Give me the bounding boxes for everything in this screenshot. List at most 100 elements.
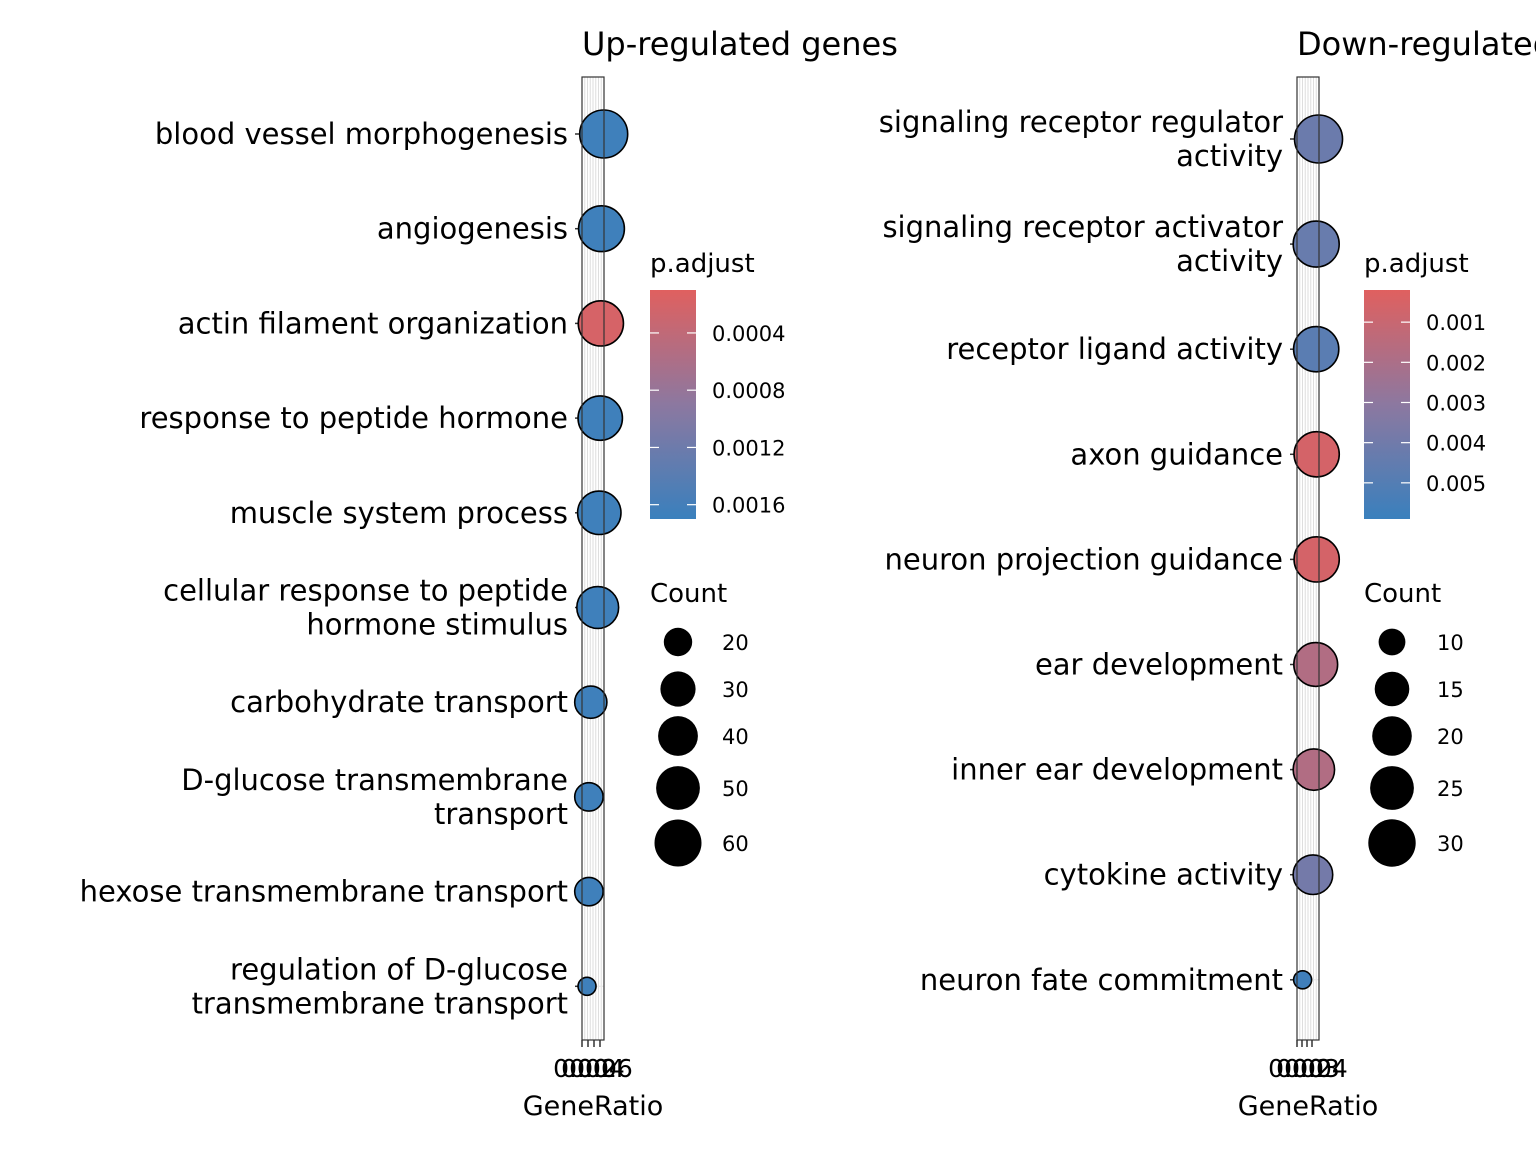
x-tick-label: 0.04 — [1292, 1054, 1348, 1083]
data-point — [1292, 854, 1334, 896]
size-legend-label: 25 — [1437, 777, 1464, 801]
y-tick-label-line: activity — [1176, 139, 1283, 173]
data-point — [573, 781, 604, 812]
y-tick-label: blood vessel morphogenesis — [155, 117, 568, 151]
x-tick-label: 0.03 — [1284, 1054, 1340, 1083]
data-point — [1293, 641, 1339, 688]
y-tick-label: receptor ligand activity — [946, 332, 1283, 366]
size-legend-key — [654, 819, 702, 867]
color-bar-tick-label: 0.0008 — [712, 379, 785, 403]
y-tick-label: angiogenesis — [377, 212, 568, 246]
size-legend-key — [1370, 766, 1414, 810]
y-tick-label-line: receptor ligand activity — [946, 332, 1283, 366]
y-tick-label-line: actin filament organization — [178, 306, 568, 340]
x-axis-label: GeneRatio — [1238, 1091, 1379, 1122]
y-tick-label-line: regulation of D-glucose — [230, 952, 568, 986]
data-point — [1293, 536, 1341, 583]
size-legend-title: Count — [650, 579, 727, 609]
size-legend-key — [656, 766, 700, 810]
y-tick-label-line: cytokine activity — [1044, 858, 1283, 892]
data-point — [1292, 969, 1313, 990]
y-tick-label: ear development — [1035, 648, 1283, 682]
panel-title: Up-regulated genes — [582, 25, 898, 63]
y-tick-label-line: response to peptide hormone — [139, 401, 568, 435]
size-legend-key — [1372, 716, 1412, 756]
data-point — [577, 205, 626, 253]
size-legend-label: 20 — [1437, 725, 1464, 749]
size-legend-label: 50 — [722, 777, 749, 801]
y-tick-label-line: inner ear development — [951, 753, 1283, 787]
color-bar-tick-label: 0.004 — [1426, 432, 1486, 456]
color-bar-tick-label: 0.0012 — [712, 436, 785, 460]
x-axis-label: GeneRatio — [523, 1091, 664, 1122]
panel-up-regulated: Up-regulated genes GeneRatio p.adjust Co… — [80, 25, 898, 1122]
data-point — [577, 976, 597, 997]
y-tick-label-line: angiogenesis — [377, 212, 568, 246]
size-legend-label: 60 — [722, 832, 749, 856]
size-legend-key — [658, 716, 698, 756]
data-point — [573, 876, 604, 907]
data-point — [573, 685, 608, 720]
y-tick-label-line: axon guidance — [1070, 437, 1283, 471]
y-tick-label-line: carbohydrate transport — [230, 685, 568, 719]
size-legend-label: 20 — [722, 631, 749, 655]
plot-border — [581, 76, 605, 1041]
y-tick-label: carbohydrate transport — [230, 685, 568, 719]
y-tick-label: cytokine activity — [1044, 858, 1283, 892]
y-tick-label-line: cellular response to peptide — [163, 574, 568, 608]
color-legend-title: p.adjust — [650, 249, 755, 279]
size-legend-key — [1378, 628, 1406, 656]
size-legend-label: 10 — [1437, 631, 1464, 655]
data-point — [1292, 748, 1336, 792]
data-point — [1293, 430, 1341, 478]
size-legend-title: Count — [1364, 579, 1441, 609]
color-bar-tick-label: 0.0016 — [712, 494, 785, 518]
size-legend-label: 40 — [722, 725, 749, 749]
y-tick-label: response to peptide hormone — [139, 401, 568, 435]
size-legend-label: 30 — [722, 678, 749, 702]
y-tick-label: regulation of D-glucose transmembrane tra… — [192, 952, 568, 1020]
y-tick-label: inner ear development — [951, 753, 1283, 787]
y-tick-label: signaling receptor activator activity — [882, 210, 1283, 278]
x-tick-label: 0.02 — [1276, 1054, 1332, 1083]
color-bar — [650, 290, 696, 519]
size-legend-key — [663, 627, 693, 657]
y-tick-label-line: hormone stimulus — [306, 608, 568, 642]
y-tick-label-line: transmembrane transport — [192, 986, 568, 1020]
panel-down-regulated: Down-regulated genes GeneRatio p.adjust … — [879, 25, 1536, 1122]
size-legend-key — [660, 671, 696, 707]
color-bar-tick-label: 0.001 — [1426, 311, 1486, 335]
data-point — [1292, 325, 1340, 373]
y-tick-label-line: signaling receptor activator — [882, 210, 1283, 244]
color-bar-tick-label: 0.002 — [1426, 351, 1486, 375]
x-tick-label: 0.00 — [1268, 1054, 1324, 1083]
y-tick-label-line: ear development — [1035, 648, 1283, 682]
y-tick-label: cellular response to peptide hormone stim… — [163, 574, 568, 642]
y-tick-label: muscle system process — [230, 496, 568, 530]
color-bar-tick-label: 0.0004 — [712, 322, 785, 346]
x-tick-label: 0.00 — [553, 1054, 609, 1083]
color-bar — [1364, 290, 1410, 519]
size-legend-key — [1374, 671, 1410, 707]
y-tick-label: neuron fate commitment — [920, 963, 1283, 997]
y-tick-label-line: transport — [434, 797, 568, 831]
y-tick-label-line: hexose transmembrane transport — [80, 875, 568, 909]
data-point — [577, 395, 624, 442]
x-tick-label: 0.04 — [569, 1054, 625, 1083]
plot-border — [1296, 76, 1320, 1041]
size-legend-label: 30 — [1437, 832, 1464, 856]
y-tick-label-line: blood vessel morphogenesis — [155, 117, 568, 151]
data-point — [577, 299, 625, 347]
y-tick-label-line: signaling receptor regulator — [879, 105, 1283, 139]
color-bar-tick-label: 0.003 — [1426, 391, 1486, 415]
y-tick-label: D-glucose transmembrane transport — [181, 763, 568, 831]
y-tick-label: signaling receptor regulator activity — [879, 105, 1283, 173]
color-bar-tick-label: 0.005 — [1426, 472, 1486, 496]
data-point — [1292, 220, 1340, 268]
x-tick-label: 0.02 — [561, 1054, 617, 1083]
y-tick-label-line: neuron fate commitment — [920, 963, 1283, 997]
panel-title: Down-regulated genes — [1297, 25, 1536, 63]
y-tick-label-line: neuron projection guidance — [885, 542, 1283, 576]
